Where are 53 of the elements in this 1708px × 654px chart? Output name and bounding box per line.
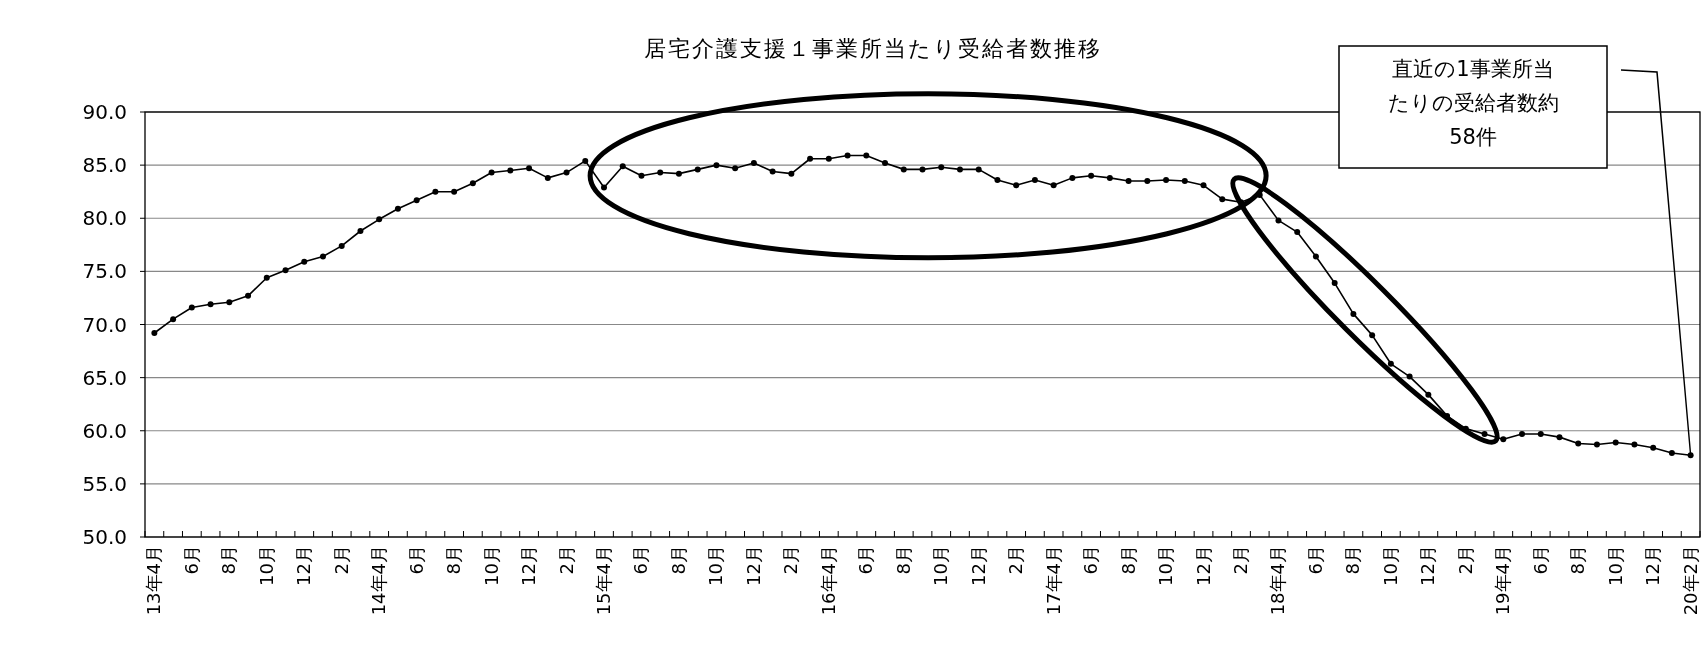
x-tick-label: 8月	[1117, 545, 1139, 575]
y-tick-label: 55.0	[82, 471, 127, 496]
x-tick-label: 13年4月	[143, 545, 165, 616]
x-tick-label: 8月	[443, 545, 465, 575]
x-tick-label: 2月	[1005, 545, 1027, 575]
x-tick-label: 12月	[518, 545, 540, 586]
x-tick-label: 12月	[1642, 545, 1664, 586]
x-tick-label: 10月	[705, 545, 727, 586]
x-tick-label: 12月	[293, 545, 315, 586]
x-tick-label: 8月	[892, 545, 914, 575]
x-tick-label: 16年4月	[817, 545, 839, 616]
x-tick-label: 10月	[255, 545, 277, 586]
x-tick-label: 6月	[1304, 545, 1326, 575]
x-tick-label: 12月	[742, 545, 764, 586]
x-tick-label: 8月	[1342, 545, 1364, 575]
x-tick-label: 12月	[1192, 545, 1214, 586]
x-tick-label: 2月	[780, 545, 802, 575]
x-tick-label: 6月	[1529, 545, 1551, 575]
x-tick-label: 15年4月	[593, 545, 615, 616]
x-tick-label: 6月	[405, 545, 427, 575]
x-tick-label: 10月	[1379, 545, 1401, 586]
x-tick-label: 6月	[630, 545, 652, 575]
x-tick-label: 12月	[967, 545, 989, 586]
y-tick-label: 90.0	[82, 100, 127, 124]
y-tick-label: 70.0	[82, 312, 127, 337]
x-tick-label: 6月	[1080, 545, 1102, 575]
x-tick-label: 18年4月	[1267, 545, 1289, 616]
x-tick-label: 14年4月	[368, 545, 390, 616]
x-tick-label: 10月	[480, 545, 502, 586]
x-tick-label: 6月	[180, 545, 202, 575]
y-tick-label: 85.0	[82, 153, 127, 178]
x-tick-label: 2月	[1454, 545, 1476, 575]
x-tick-label: 8月	[218, 545, 240, 575]
x-tick-label: 19年4月	[1492, 545, 1514, 616]
y-tick-label: 50.0	[82, 525, 127, 549]
x-tick-label: 8月	[667, 545, 689, 575]
y-tick-label: 80.0	[82, 206, 127, 231]
x-tick-label: 6月	[855, 545, 877, 575]
x-tick-label: 12月	[1417, 545, 1439, 586]
y-tick-label: 60.0	[82, 418, 127, 443]
x-tick-label: 20年2月	[1679, 545, 1701, 616]
x-tick-label: 2月	[555, 545, 577, 575]
x-tick-label: 8月	[1567, 545, 1589, 575]
x-tick-label: 10月	[1155, 545, 1177, 586]
y-tick-label: 65.0	[82, 365, 127, 390]
x-tick-label: 2月	[330, 545, 352, 575]
annotation: 直近の1事業所当たりの受給者数約58件	[1386, 56, 1560, 151]
x-tick-label: 10月	[930, 545, 952, 586]
x-tick-label: 17年4月	[1042, 545, 1064, 616]
y-tick-label: 75.0	[82, 259, 127, 284]
chart-title: 居宅介護支援１事業所当たり受給者数推移	[643, 36, 1102, 61]
x-tick-label: 10月	[1604, 545, 1626, 586]
x-tick-label: 2月	[1229, 545, 1251, 575]
